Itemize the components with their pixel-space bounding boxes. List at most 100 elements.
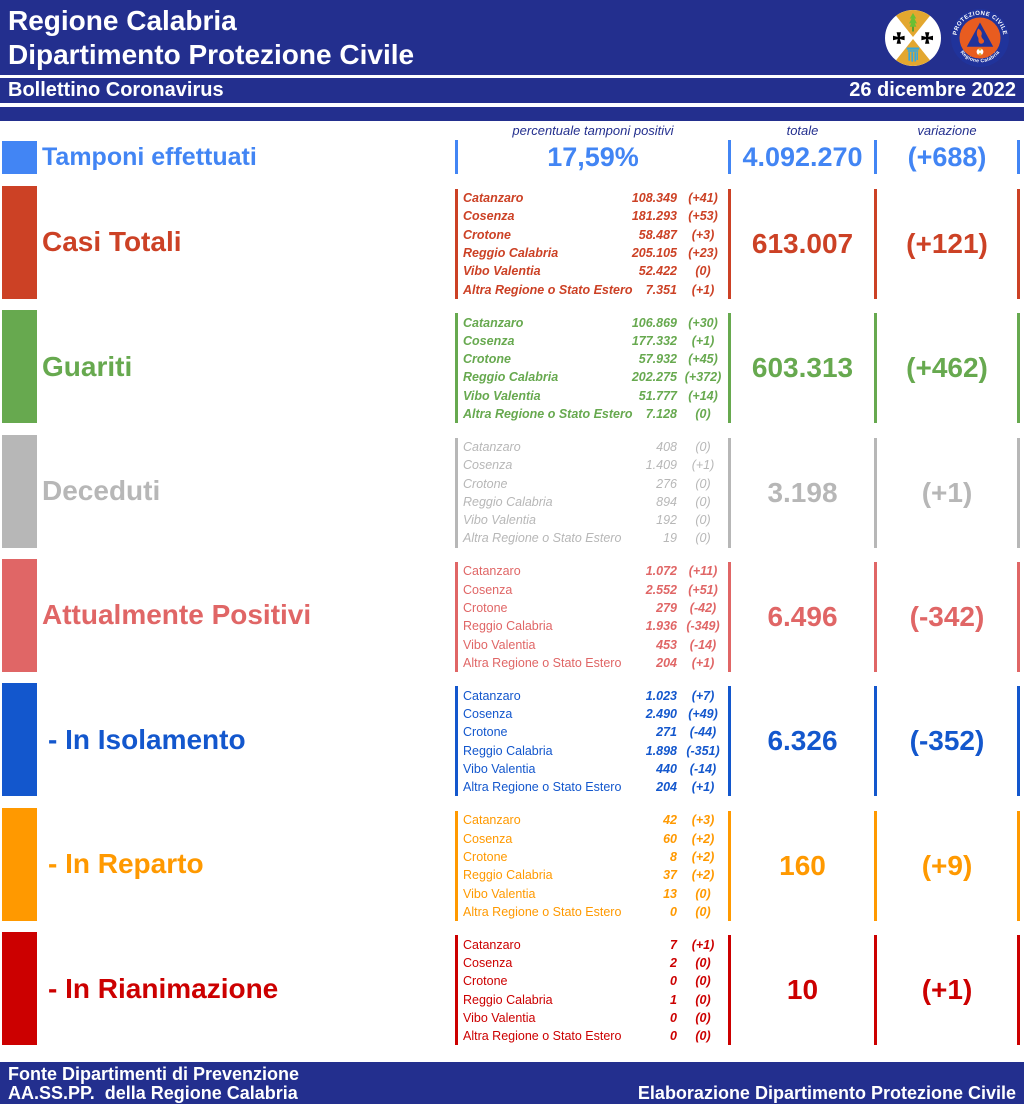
row-total: 613.007 — [751, 227, 854, 259]
province-value: 57.932 — [638, 352, 677, 367]
column-separator — [728, 935, 731, 1046]
data-row: Attualmente Positivi Catanzaro 1.072 (+1… — [0, 558, 1024, 672]
header-bar: Regione Calabria Dipartimento Protezione… — [0, 0, 1024, 75]
province-name: Reggio Calabria — [463, 992, 553, 1007]
province-name: Cosenza — [463, 582, 513, 597]
row-label: - In Isolamento — [48, 723, 246, 755]
province-delta: (+1) — [691, 937, 715, 952]
province-line: Cosenza 181.293 (+53) — [463, 207, 726, 225]
province-value: 1.409 — [645, 458, 677, 473]
province-line: Cosenza 2 (0) — [463, 954, 726, 972]
subtitle-bar: Bollettino Coronavirus 26 dicembre 2022 — [0, 78, 1024, 103]
province-line: Catanzaro 42 (+3) — [463, 811, 726, 829]
province-name: Crotone — [463, 974, 508, 989]
province-breakdown: Catanzaro 1.023 (+7) Cosenza 2.490 (+49)… — [463, 683, 726, 796]
province-delta: (-44) — [689, 725, 717, 740]
province-value: 1 — [670, 992, 677, 1007]
province-delta: (0) — [695, 531, 711, 546]
row-total: 6.496 — [767, 600, 838, 632]
province-name: Altra Regione o Stato Estero — [463, 655, 622, 670]
province-line: Vibo Valentia 0 (0) — [463, 1009, 726, 1027]
province-name: Cosenza — [463, 458, 513, 473]
province-name: Vibo Valentia — [463, 388, 541, 403]
header-title-line1: Regione Calabria — [8, 5, 237, 36]
column-separator — [455, 140, 458, 174]
province-name: Altra Regione o Stato Estero — [463, 407, 633, 422]
row-label: Guariti — [42, 350, 133, 382]
province-name: Altra Regione o Stato Estero — [463, 780, 622, 795]
column-separator — [455, 561, 458, 672]
province-value: 2.552 — [645, 582, 677, 597]
column-separator — [874, 561, 877, 672]
province-name: Vibo Valentia — [463, 762, 536, 777]
province-value: 8 — [670, 849, 677, 864]
province-delta: (+49) — [688, 707, 718, 722]
footer-source-line2: AA.SS.PP. della Regione Calabria — [8, 1083, 298, 1103]
province-delta: (+41) — [688, 191, 718, 206]
province-value: 108.349 — [631, 191, 677, 206]
province-line: Reggio Calabria 1.936 (-349) — [463, 617, 726, 635]
province-delta: (+30) — [688, 315, 718, 330]
province-value: 52.422 — [638, 264, 677, 279]
province-name: Altra Regione o Stato Estero — [463, 282, 633, 297]
province-name: Reggio Calabria — [463, 743, 553, 758]
province-breakdown: Catanzaro 1.072 (+11) Cosenza 2.552 (+51… — [463, 559, 726, 672]
column-separator — [455, 810, 458, 921]
province-value: 60 — [663, 831, 677, 846]
row-color-swatch — [2, 558, 37, 672]
province-name: Catanzaro — [463, 440, 521, 454]
province-name: Vibo Valentia — [463, 886, 536, 901]
province-delta: (0) — [695, 904, 711, 919]
green-pine-tree — [909, 13, 917, 32]
column-separator — [1017, 686, 1020, 797]
row-variation: (+1) — [921, 476, 973, 508]
column-separator — [1017, 561, 1020, 672]
province-delta: (+1) — [691, 458, 715, 473]
province-name: Vibo Valentia — [463, 637, 536, 652]
province-line: Vibo Valentia 440 (-14) — [463, 760, 726, 778]
row-total: 160 — [779, 849, 826, 881]
row-variation: (-342) — [909, 600, 985, 632]
column-separator — [874, 313, 877, 424]
footer-elaboration: Elaborazione Dipartimento Protezione Civ… — [637, 1083, 1016, 1103]
column-separator — [455, 935, 458, 1046]
province-delta: (+1) — [691, 780, 715, 795]
province-name: Reggio Calabria — [463, 494, 553, 509]
province-line: Altra Regione o Stato Estero 0 (0) — [463, 1027, 726, 1045]
black-cross-left — [893, 32, 905, 44]
province-delta: (0) — [695, 440, 711, 454]
province-value: 192 — [656, 513, 677, 528]
province-delta: (0) — [695, 992, 711, 1007]
province-delta: (+1) — [691, 282, 715, 297]
footer-source-line1: Fonte Dipartimenti di Prevenzione — [8, 1064, 300, 1084]
column-separator — [1017, 140, 1020, 174]
province-line: Reggio Calabria 202.275 (+372) — [463, 368, 726, 386]
column-separator — [874, 686, 877, 797]
province-delta: (0) — [695, 1010, 711, 1025]
province-value: 7.351 — [645, 282, 677, 297]
province-line: Catanzaro 1.023 (+7) — [463, 687, 726, 705]
percent-value: 17,59% — [547, 142, 639, 172]
row-variation: (+462) — [906, 352, 988, 384]
province-line: Catanzaro 1.072 (+11) — [463, 562, 726, 580]
province-value: 7 — [670, 937, 677, 952]
column-separator — [1017, 437, 1020, 548]
province-line: Reggio Calabria 894 (0) — [463, 493, 726, 511]
province-delta: (0) — [695, 264, 711, 279]
row-color-swatch — [2, 185, 37, 299]
province-value: 181.293 — [631, 209, 677, 224]
province-line: Catanzaro 106.869 (+30) — [463, 314, 726, 332]
province-value: 13 — [663, 886, 677, 901]
province-line: Altra Regione o Stato Estero 204 (+1) — [463, 654, 726, 672]
province-delta: (+7) — [691, 688, 715, 703]
province-name: Vibo Valentia — [463, 1010, 536, 1025]
header-titles: Regione Calabria Dipartimento Protezione… — [8, 4, 414, 72]
province-value: 202.275 — [631, 370, 677, 385]
province-name: Vibo Valentia — [463, 513, 536, 528]
column-separator — [455, 437, 458, 548]
province-delta: (-14) — [689, 637, 717, 652]
province-delta: (+11) — [688, 564, 718, 579]
province-breakdown: Catanzaro 42 (+3) Cosenza 60 (+2) Croton… — [463, 808, 726, 921]
province-delta: (0) — [695, 476, 711, 491]
province-delta: (+2) — [691, 849, 715, 864]
